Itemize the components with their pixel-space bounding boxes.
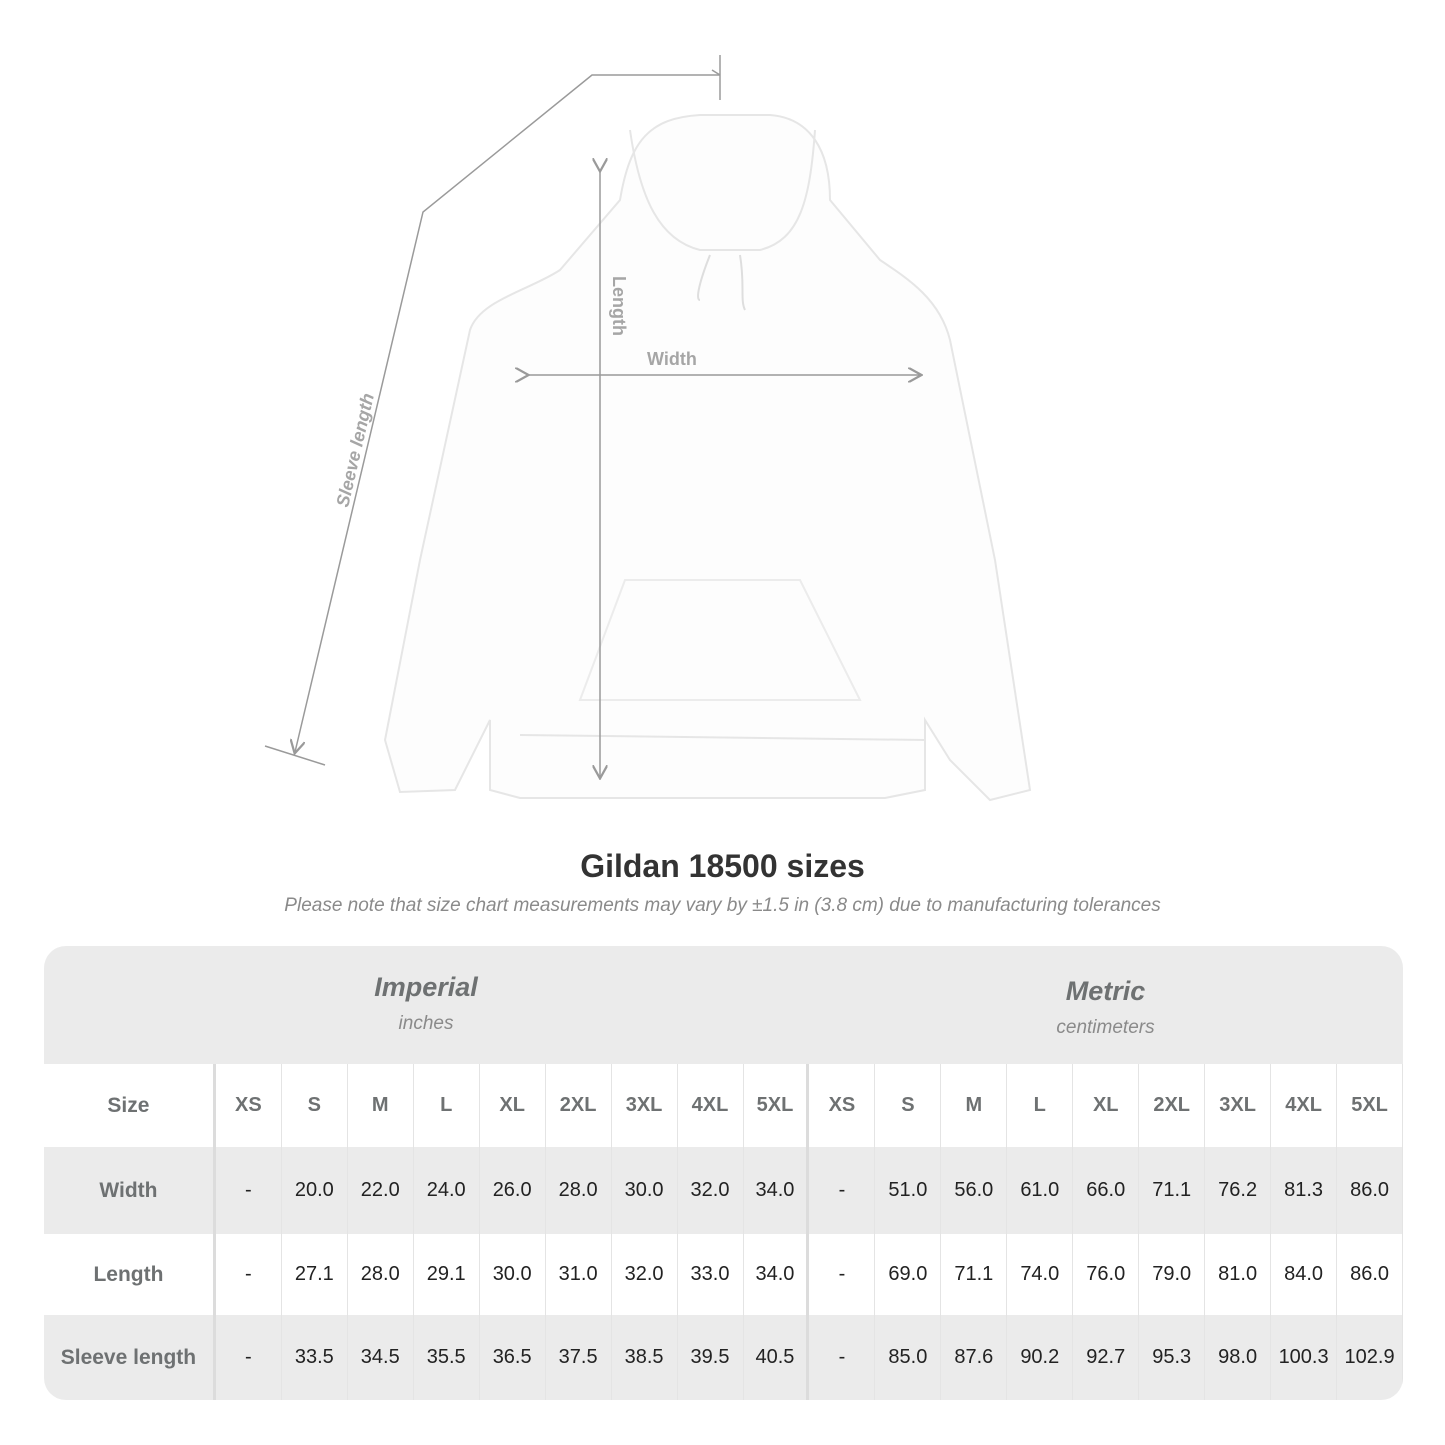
metric-cell: 74.0 [1007,1234,1074,1315]
row-label: Sleeve length [44,1315,216,1400]
imperial-cell: 20.0 [282,1147,348,1234]
length-label: Length [609,276,629,336]
unit-header-band [44,946,1403,1064]
imperial-title: Imperial [374,972,478,1002]
metric-cell: 66.0 [1073,1147,1140,1234]
metric-cell: 84.0 [1271,1234,1338,1315]
imperial-cell: 27.1 [282,1234,348,1315]
imperial-cell: 28.0 [348,1234,414,1315]
imperial-cell: 38.5 [612,1315,678,1400]
metric-cell: 71.1 [941,1234,1008,1315]
imperial-cell: 29.1 [414,1234,480,1315]
size-header-row: Size XS S M L XL 2XL 3XL 4XL 5XL XS S M L XL 2XL 3XL 4XL 5… [44,1064,1403,1147]
hoodie-shape [383,114,1032,802]
metric-cell: 51.0 [875,1147,942,1234]
chart-title: Gildan 18500 sizes [580,848,865,884]
imperial-header: Imperial inches [216,946,636,1090]
imperial-cell: 32.0 [678,1147,744,1234]
metric-cell: XS [809,1064,876,1147]
imperial-cell: L [414,1064,480,1147]
imperial-cell: 2XL [546,1064,612,1147]
metric-cell: 98.0 [1205,1315,1272,1400]
imperial-cell: 5XL [744,1064,810,1147]
imperial-cell: 32.0 [612,1234,678,1315]
metric-cell: 76.2 [1205,1147,1272,1234]
imperial-cell: 4XL [678,1064,744,1147]
imperial-cell: 39.5 [678,1315,744,1400]
measurement-lines [264,55,920,777]
imperial-cell: 37.5 [546,1315,612,1400]
metric-header: Metric centimeters [808,946,1403,1094]
imperial-unit: inches [398,1013,454,1034]
metric-cell: 81.0 [1205,1234,1272,1315]
imperial-cell: XS [216,1064,282,1147]
metric-cell: 56.0 [941,1147,1008,1234]
imperial-cell: 24.0 [414,1147,480,1234]
imperial-cell: S [282,1064,348,1147]
metric-cell: 69.0 [875,1234,942,1315]
metric-cell: - [809,1234,876,1315]
metric-cell: 90.2 [1007,1315,1074,1400]
metric-cell: 76.0 [1073,1234,1140,1315]
imperial-cell: 3XL [612,1064,678,1147]
metric-cell: L [1007,1064,1074,1147]
metric-cell: 95.3 [1139,1315,1206,1400]
table-row: Width -20.0 22.0 24.0 26.0 28.0 30.0 32.0 34.0-5… [44,1147,1403,1234]
imperial-cell: 40.5 [744,1315,810,1400]
table-row: Length -27.1 28.0 29.1 30.0 31.0 32.0 33.0 34.0-… [44,1234,1403,1315]
imperial-cell: 33.0 [678,1234,744,1315]
imperial-cell: - [216,1147,282,1234]
metric-cell: 92.7 [1073,1315,1140,1400]
imperial-cell: 22.0 [348,1147,414,1234]
metric-cell: 86.0 [1337,1234,1403,1315]
imperial-cell: 30.0 [612,1147,678,1234]
metric-cell: S [875,1064,942,1147]
tolerance-note: Please note that size chart measurements… [284,895,1161,916]
imperial-cell: 34.0 [744,1234,810,1315]
metric-cell: 3XL [1205,1064,1272,1147]
metric-cell: 85.0 [875,1315,942,1400]
table-row: Sleeve length -33.5 34.5 35.5 36.5 37.5 38.5 39… [44,1315,1403,1400]
row-label: Width [44,1147,216,1234]
metric-title: Metric [1065,976,1146,1006]
metric-cell: 2XL [1139,1064,1206,1147]
metric-cell: M [941,1064,1008,1147]
imperial-cell: 26.0 [480,1147,546,1234]
metric-cell: 100.3 [1271,1315,1338,1400]
imperial-cell: 33.5 [282,1315,348,1400]
sleeve-length-line [295,74,720,752]
width-label: Width [647,349,697,369]
imperial-cell: 34.5 [348,1315,414,1400]
row-label: Size [44,1064,216,1147]
metric-cell: 61.0 [1007,1147,1074,1234]
imperial-cell: 35.5 [414,1315,480,1400]
metric-cell: 87.6 [941,1315,1008,1400]
metric-cell: - [809,1147,876,1234]
imperial-cell: M [348,1064,414,1147]
imperial-cell: 31.0 [546,1234,612,1315]
imperial-cell: 28.0 [546,1147,612,1234]
metric-unit: centimeters [1056,1017,1155,1038]
imperial-cell: 34.0 [744,1147,810,1234]
metric-cell: - [809,1315,876,1400]
hoodie-illustration: Sleeve length Length Width [264,55,1032,802]
imperial-cell: XL [480,1064,546,1147]
metric-cell: 79.0 [1139,1234,1206,1315]
metric-cell: 102.9 [1337,1315,1403,1400]
metric-cell: 5XL [1337,1064,1403,1147]
sleeve-length-label: Sleeve length [332,391,378,509]
imperial-cell: 36.5 [480,1315,546,1400]
metric-cell: XL [1073,1064,1140,1147]
imperial-cell: - [216,1234,282,1315]
imperial-cell: 30.0 [480,1234,546,1315]
metric-cell: 4XL [1271,1064,1338,1147]
size-table: Imperial inches Metric centimeters Size X… [44,946,1403,1400]
imperial-cell: - [216,1315,282,1400]
metric-cell: 86.0 [1337,1147,1403,1234]
metric-cell: 71.1 [1139,1147,1206,1234]
row-label: Length [44,1234,216,1315]
metric-cell: 81.3 [1271,1147,1338,1234]
